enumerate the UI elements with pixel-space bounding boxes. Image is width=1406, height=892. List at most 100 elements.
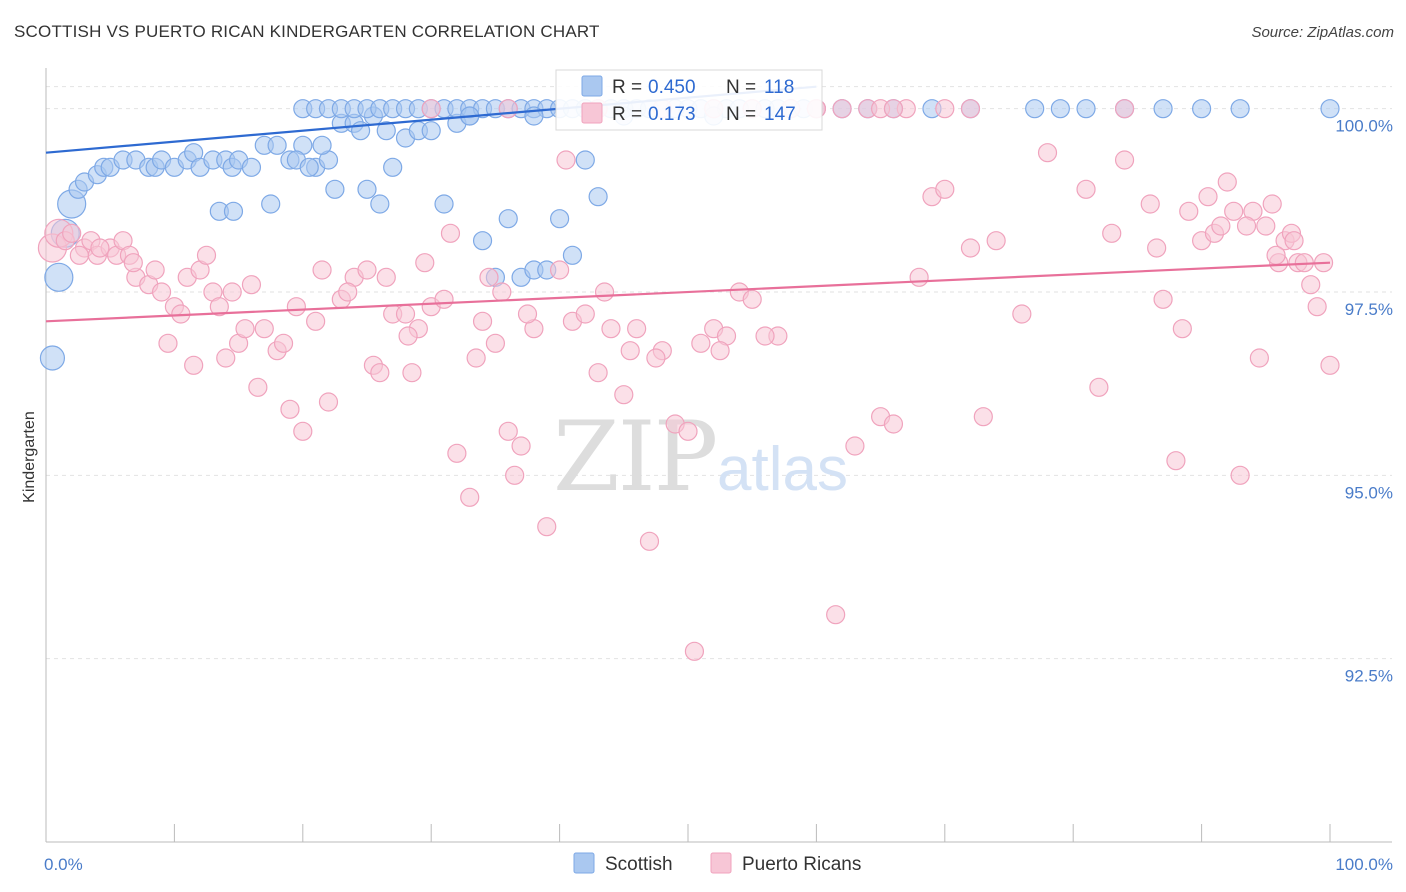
x-tick-label-max: 100.0% bbox=[1335, 855, 1393, 874]
puerto-rican-point bbox=[145, 260, 165, 280]
y-tick-label: 92.5% bbox=[1345, 667, 1393, 686]
scottish-r-label: R = bbox=[612, 77, 642, 98]
puerto-rican-point bbox=[832, 99, 852, 119]
puerto-rican-point bbox=[935, 179, 955, 199]
puerto-rican-point bbox=[1230, 465, 1250, 485]
puerto-rican-point bbox=[556, 150, 576, 170]
puerto-rican-point bbox=[646, 348, 666, 368]
puerto-rican-point bbox=[960, 99, 981, 119]
puerto-rican-point bbox=[338, 282, 358, 302]
puerto-rican-point bbox=[1114, 150, 1135, 170]
puerto-rican-point bbox=[479, 267, 499, 287]
puerto-rican-legend-key bbox=[710, 852, 732, 874]
scottish-point bbox=[376, 121, 396, 141]
scottish-point bbox=[223, 201, 244, 221]
puerto-rican-point bbox=[845, 436, 865, 456]
puerto-rican-point bbox=[1256, 216, 1276, 236]
puerto-rican-point bbox=[1236, 216, 1257, 236]
puerto-rican-point bbox=[742, 289, 762, 309]
puerto-rican-point bbox=[286, 297, 306, 317]
watermark-atlas: atlas bbox=[717, 435, 848, 504]
chart-title: SCOTTISH VS PUERTO RICAN KINDERGARTEN CO… bbox=[14, 22, 600, 41]
puerto-rican-point bbox=[1102, 223, 1122, 243]
puerto-rican-point bbox=[594, 282, 615, 302]
puerto-rican-point bbox=[505, 465, 525, 485]
puerto-rican-point bbox=[1211, 216, 1231, 236]
puerto-rican-point bbox=[273, 333, 294, 353]
puerto-rican-point bbox=[575, 304, 595, 324]
y-tick-label: 95.0% bbox=[1345, 483, 1393, 502]
puerto-rican-point bbox=[1224, 201, 1244, 221]
scottish-point bbox=[1025, 99, 1045, 119]
scottish-point bbox=[325, 179, 345, 199]
data-points bbox=[37, 99, 1340, 661]
puerto-rican-point bbox=[960, 238, 981, 258]
puerto-rican-point bbox=[293, 421, 313, 441]
puerto-rican-point bbox=[1076, 179, 1096, 199]
puerto-rican-point bbox=[216, 348, 236, 368]
puerto-rican-point bbox=[614, 385, 634, 405]
scottish-legend-key bbox=[573, 852, 595, 874]
scottish-point bbox=[421, 121, 441, 141]
legend-stats: R = 0.450 N = 118 R = 0.173 N = 147 bbox=[555, 69, 823, 131]
gridlines: 100.0% 97.5% 95.0% 92.5% bbox=[46, 86, 1393, 686]
puerto-rican-point bbox=[1172, 319, 1192, 339]
puerto-rican-point bbox=[1198, 187, 1218, 207]
puerto-rican-point bbox=[235, 319, 255, 339]
puerto-rican-point bbox=[883, 99, 904, 119]
puerto-rican-point bbox=[517, 304, 538, 324]
puerto-rican-point bbox=[62, 223, 82, 243]
puerto-rican-point bbox=[318, 392, 339, 412]
scottish-r-value: 0.450 bbox=[648, 77, 696, 98]
scottish-n-label: N = bbox=[726, 77, 756, 98]
scottish-point bbox=[1076, 99, 1096, 119]
puerto-rican-point bbox=[466, 348, 486, 368]
puerto-rican-point bbox=[158, 333, 178, 353]
puerto-rican-point bbox=[1266, 245, 1286, 265]
scottish-point bbox=[498, 209, 518, 229]
watermark: ZIP atlas bbox=[553, 401, 848, 513]
scottish-point bbox=[1320, 99, 1340, 119]
y-tick-label: 100.0% bbox=[1335, 117, 1393, 136]
puerto-rican-point bbox=[1301, 275, 1321, 295]
puerto-rican-point bbox=[306, 311, 326, 331]
puerto-rican-point bbox=[1166, 451, 1186, 471]
puerto-rican-point bbox=[1140, 194, 1160, 214]
scottish-point bbox=[383, 157, 403, 177]
puerto-rican-point bbox=[755, 326, 775, 346]
scottish-point bbox=[434, 194, 454, 214]
puerto-rican-r-value: 0.173 bbox=[648, 104, 696, 125]
watermark-zip: ZIP bbox=[553, 401, 716, 513]
y-axis-title: Kindergarten bbox=[21, 411, 38, 503]
puerto-rican-point bbox=[620, 341, 640, 361]
scottish-point bbox=[370, 194, 390, 214]
scottish-point bbox=[312, 135, 332, 155]
puerto-rican-trend-line bbox=[45, 261, 1331, 323]
puerto-rican-point bbox=[209, 297, 229, 317]
puerto-rican-point bbox=[421, 99, 441, 119]
scottish-point bbox=[1230, 99, 1250, 119]
scottish-point bbox=[1191, 99, 1212, 119]
puerto-rican-legend-swatch bbox=[581, 102, 603, 124]
puerto-rican-point bbox=[415, 253, 435, 273]
puerto-rican-point bbox=[440, 223, 461, 243]
puerto-rican-point bbox=[184, 355, 204, 375]
puerto-rican-point bbox=[639, 531, 660, 551]
puerto-rican-r-label: R = bbox=[612, 104, 642, 125]
puerto-rican-point bbox=[498, 421, 518, 441]
source-label: Source: ZipAtlas.com bbox=[1251, 24, 1394, 41]
x-tick-label-min: 0.0% bbox=[44, 855, 83, 874]
scottish-point bbox=[472, 231, 493, 251]
puerto-rican-point bbox=[826, 605, 846, 625]
puerto-rican-point bbox=[1147, 238, 1167, 258]
scottish-point bbox=[1153, 99, 1173, 119]
scottish-point bbox=[588, 187, 608, 207]
puerto-rican-point bbox=[90, 238, 110, 258]
puerto-rican-point bbox=[1037, 143, 1058, 163]
puerto-rican-point bbox=[986, 231, 1006, 251]
axes: 0.0% 100.0% Kindergarten bbox=[21, 68, 1393, 874]
puerto-rican-point bbox=[601, 319, 621, 339]
legend-series: Scottish Puerto Ricans bbox=[573, 852, 861, 875]
puerto-rican-n-label: N = bbox=[726, 104, 756, 125]
